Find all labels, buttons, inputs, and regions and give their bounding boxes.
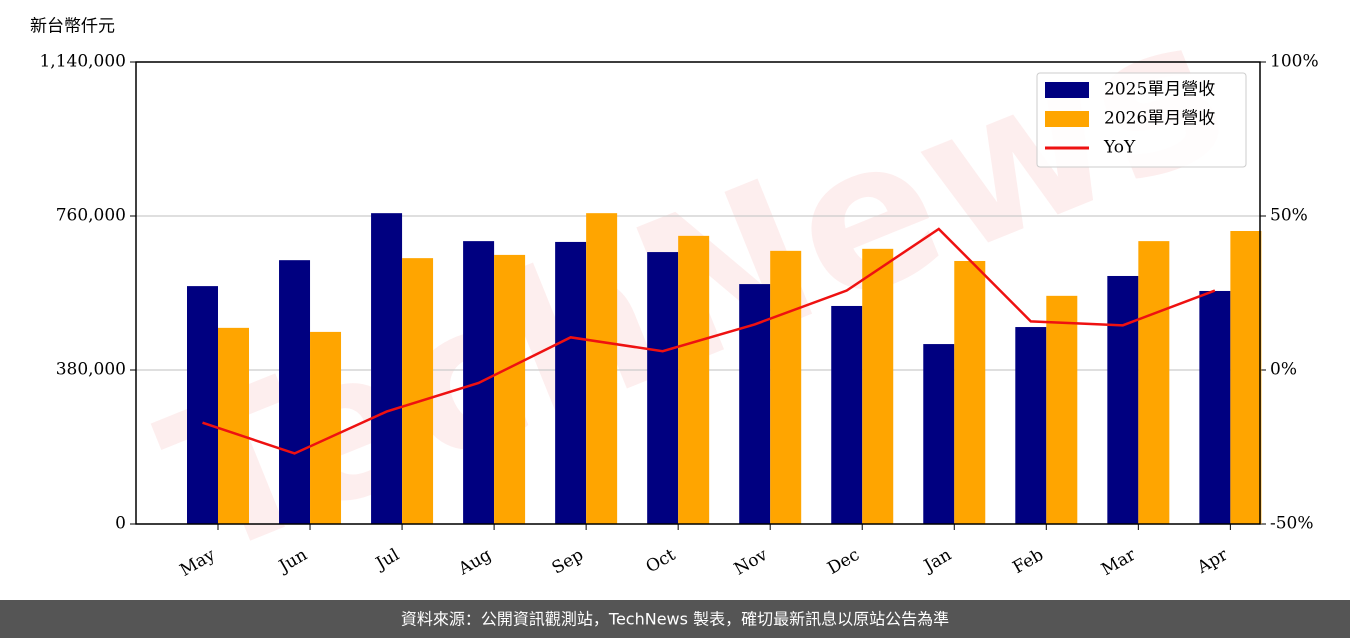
plot-frame	[135, 61, 1261, 525]
bar	[678, 235, 710, 524]
legend-label: 2026單月營收	[1104, 109, 1215, 129]
bar	[494, 254, 526, 524]
bar	[1046, 295, 1078, 524]
legend-swatch	[1045, 82, 1089, 98]
x-tick-label: Oct	[643, 545, 679, 578]
bar	[647, 252, 679, 524]
x-tick-label: Jul	[371, 545, 403, 575]
bar	[310, 331, 342, 524]
bar	[862, 248, 894, 525]
y-tick-label: 1,140,000	[39, 52, 126, 72]
bar	[770, 250, 802, 524]
y2-tick-label: 0%	[1270, 360, 1297, 380]
x-tick-label: Mar	[1098, 544, 1140, 580]
bar	[1015, 327, 1047, 524]
legend-box	[1036, 72, 1247, 168]
legend-label: 2025單月營收	[1104, 80, 1215, 100]
x-tick-label: Dec	[824, 545, 863, 579]
bar	[371, 213, 403, 525]
bar	[279, 260, 311, 524]
footer-text: 資料來源：公開資訊觀測站，TechNews 製表，確切最新訊息以原站公告為準	[401, 610, 949, 629]
y2-tick-label: 50%	[1270, 206, 1308, 226]
footer-bar	[0, 600, 1350, 638]
bar	[402, 258, 434, 524]
legend-swatch	[1045, 111, 1089, 127]
y-tick-label: 380,000	[56, 360, 126, 380]
bar	[1138, 241, 1170, 524]
bar	[954, 260, 986, 524]
bar	[1230, 230, 1262, 524]
legend-label: YoY	[1103, 138, 1136, 158]
bar	[923, 344, 955, 524]
legend: 2025單月營收 2026單月營收 YoY	[1036, 72, 1247, 168]
x-tick-label: Jan	[919, 545, 955, 577]
y-axis-label: 新台幣仟元	[30, 17, 115, 37]
bar	[586, 213, 618, 525]
y-tick-label: 0	[115, 514, 126, 534]
x-tick-label: Aug	[454, 545, 495, 580]
bar	[187, 286, 218, 524]
bar	[1107, 275, 1139, 524]
bar	[218, 327, 249, 524]
x-tick-label: Apr	[1193, 544, 1232, 578]
bar	[555, 241, 587, 525]
y-tick-label: 760,000	[56, 206, 126, 226]
bar	[1199, 290, 1231, 524]
y2-tick-label: 100%	[1270, 52, 1319, 72]
bar	[831, 305, 863, 524]
x-tick-label: Nov	[731, 545, 771, 580]
y2-tick-label: -50%	[1270, 514, 1314, 534]
line	[202, 227, 1216, 455]
x-tick-label: Sep	[549, 545, 587, 579]
x-tick-label: Feb	[1009, 545, 1047, 578]
